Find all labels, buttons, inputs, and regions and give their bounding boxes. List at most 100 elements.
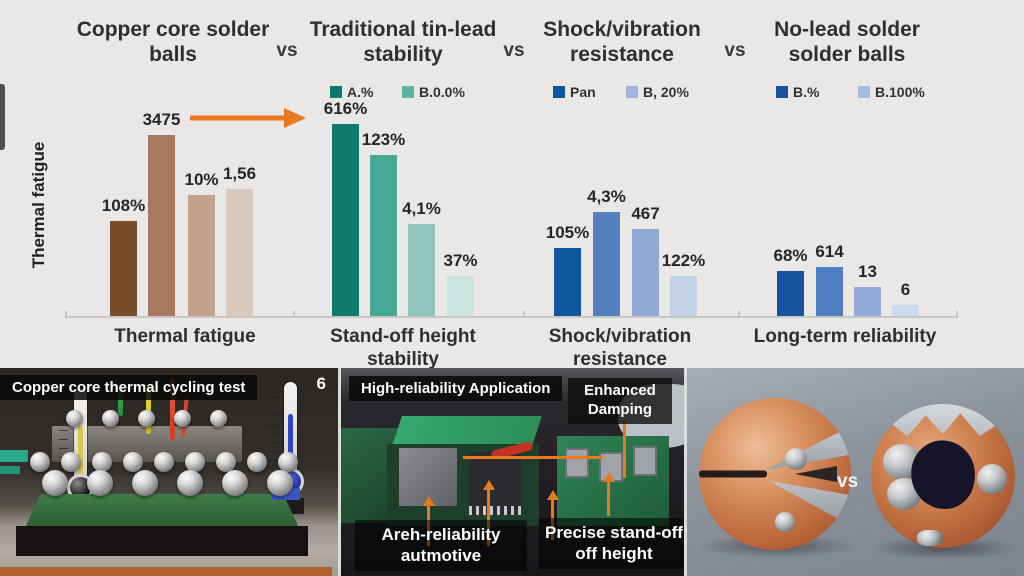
photo-edge-artifact	[0, 84, 5, 150]
photo-strip: Copper core thermal cycling test 6	[0, 368, 1024, 576]
vs-separator-3: vs	[724, 40, 746, 61]
group-title-copper-core: Copper core solder balls	[76, 18, 270, 66]
solder-ball	[174, 410, 191, 427]
solder-ball	[185, 452, 205, 472]
photo-thermal-cycling-test: Copper core thermal cycling test 6	[0, 368, 338, 576]
axis-tick	[523, 311, 525, 318]
bar-value-label: 105%	[545, 223, 590, 242]
legend-label: B.0.0%	[419, 84, 465, 100]
solder-ball	[132, 470, 158, 496]
solder-ball	[66, 410, 83, 427]
callout-arrow	[603, 472, 615, 516]
photo3-vs-label: vs	[837, 471, 859, 492]
axis-tick	[956, 311, 958, 318]
solder-ball	[87, 470, 113, 496]
bar-g2-1	[332, 124, 359, 317]
x-label-long-term: Long-term reliability	[753, 326, 937, 347]
label-enhanced-damping: Enhanced Damping	[568, 378, 672, 424]
solder-ball	[247, 452, 267, 472]
vs-separator-2: vs	[503, 40, 525, 61]
copper-sphere-right	[871, 404, 1015, 548]
solder-ball	[785, 448, 807, 470]
legend-swatch	[776, 86, 788, 98]
bar-value-label: 10%	[184, 170, 219, 189]
connector	[633, 446, 657, 476]
solder-ball	[267, 470, 293, 496]
ic-chip-black	[469, 452, 521, 515]
bar-value-label: 614	[815, 242, 844, 261]
callout-arrow	[483, 480, 495, 546]
group-title-tin-lead: Traditional tin-lead stability	[309, 18, 497, 66]
callout-line	[463, 456, 603, 459]
bar-value-label: 37%	[443, 251, 478, 270]
solder-ball	[222, 470, 248, 496]
legend-label: B.%	[793, 84, 820, 100]
green-clamp	[0, 450, 28, 462]
legend-label: Pan	[570, 84, 596, 100]
pcb-module-main	[387, 444, 539, 526]
bar-value-label: 68%	[773, 246, 808, 265]
solder-ball	[210, 410, 227, 427]
solder-ball	[154, 452, 174, 472]
bar-g4-4	[892, 305, 919, 317]
bar-value-label: 616%	[323, 99, 368, 118]
bar-value-label: 6	[900, 280, 911, 299]
bar-g1-3	[188, 195, 215, 317]
red-indicator-needle	[170, 378, 175, 440]
annotation-arrow-icon	[190, 108, 306, 128]
thermometer-column-blue	[288, 414, 293, 470]
bar-value-label: 4,1%	[402, 199, 441, 218]
group-title-no-lead: No-lead solder solder balls	[774, 18, 920, 66]
label-precise-standoff: Precise stand-off off height	[539, 518, 684, 569]
legend-swatch	[330, 86, 342, 98]
legend-swatch	[858, 86, 870, 98]
bar-g2-4	[447, 276, 474, 317]
bar-value-label: 467	[631, 204, 660, 223]
thermometer-scale	[59, 394, 68, 472]
bar-g3-1	[554, 248, 581, 317]
x-axis-line	[65, 316, 958, 318]
legend-item: A.%	[330, 84, 373, 100]
solder-ball	[30, 452, 50, 472]
legend-item: B, 20%	[626, 84, 689, 100]
bar-g4-2	[816, 267, 843, 317]
bar-g1-4	[226, 189, 253, 317]
bar-value-label: 108%	[101, 196, 146, 215]
bar-g4-1	[777, 271, 804, 317]
solder-ball	[977, 464, 1007, 494]
thermometer-tube	[284, 382, 297, 474]
pcb-board	[24, 494, 300, 530]
solder-ball	[177, 470, 203, 496]
connector	[565, 448, 589, 478]
bar-value-label: 3475	[142, 110, 181, 129]
legend-item: B.100%	[858, 84, 925, 100]
solder-ball	[123, 452, 143, 472]
group-title-shock-vibration: Shock/vibration resistance	[543, 18, 701, 66]
legend-item: Pan	[553, 84, 596, 100]
legend-swatch	[626, 86, 638, 98]
legend-item: B.0.0%	[402, 84, 465, 100]
axis-tick	[65, 311, 67, 318]
solder-fragment	[917, 530, 943, 546]
photo-copper-sphere-comparison: vs	[687, 368, 1024, 576]
photo2-caption: High-reliability Application	[349, 376, 563, 401]
callout-line	[623, 420, 626, 478]
bar-value-label: 13	[858, 262, 877, 281]
solder-ball	[278, 452, 298, 472]
legend-label: B, 20%	[643, 84, 689, 100]
bench-edge	[0, 567, 332, 576]
legend-swatch	[553, 86, 565, 98]
legend-item: B.%	[776, 84, 819, 100]
solder-ball	[92, 452, 112, 472]
bar-g1-2	[148, 135, 175, 317]
y-axis-label: Thermal fatigue	[29, 141, 48, 269]
solder-ball	[138, 410, 155, 427]
bar-g3-3	[632, 229, 659, 317]
bar-value-label: 123%	[361, 130, 406, 149]
vs-separator-1: vs	[276, 40, 298, 61]
legend-label: A.%	[347, 84, 374, 100]
x-label-shock-vibration: Shock/vibration resistance	[548, 326, 692, 370]
copper-sphere-left	[699, 398, 851, 550]
sphere-slit	[699, 470, 767, 478]
